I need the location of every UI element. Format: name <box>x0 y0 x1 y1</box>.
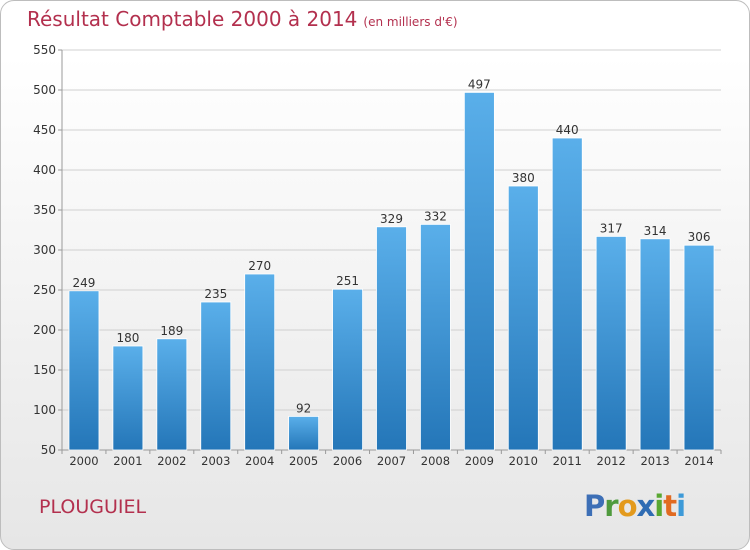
data-label-2010: 380 <box>512 171 535 185</box>
y-tick-label: 200 <box>33 323 56 337</box>
data-label-2006: 251 <box>336 274 359 288</box>
x-tick-label: 2009 <box>465 454 494 468</box>
y-tick-label: 50 <box>41 443 56 457</box>
data-label-2004: 270 <box>248 259 271 273</box>
x-tick-label: 2006 <box>333 454 362 468</box>
bar-2014 <box>683 244 715 451</box>
y-tick-label: 100 <box>33 403 56 417</box>
bar-2009 <box>463 92 495 451</box>
bar-2000 <box>68 290 100 451</box>
x-tick-label: 2004 <box>245 454 274 468</box>
x-tick-label: 2014 <box>684 454 713 468</box>
y-tick-label: 150 <box>33 363 56 377</box>
y-tick-label: 400 <box>33 163 56 177</box>
bar-2012 <box>595 235 627 451</box>
y-tick-label: 350 <box>33 203 56 217</box>
logo-letter: o <box>617 489 638 523</box>
logo-letter: r <box>604 489 618 523</box>
x-tick-label: 2007 <box>377 454 406 468</box>
data-label-2009: 497 <box>468 77 491 91</box>
y-tick-labels: 50 100 150 200 250 300 350 400 450 500 550 <box>33 43 56 457</box>
data-label-2002: 189 <box>160 324 183 338</box>
chart-title-text: Résultat Comptable 2000 à 2014 <box>27 7 358 31</box>
x-tick-label: 2001 <box>113 454 142 468</box>
y-tick-label: 500 <box>33 83 56 97</box>
data-label-2000: 249 <box>73 276 96 290</box>
data-label-2012: 317 <box>600 221 623 235</box>
x-tick-label: 2000 <box>69 454 98 468</box>
x-tick-labels: 2000 2001 2002 2003 2004 2005 2006 2007 2008 2009… <box>61 450 722 468</box>
data-label-2014: 306 <box>688 230 711 244</box>
bar-2001 <box>112 345 144 451</box>
chart-title: Résultat Comptable 2000 à 2014 (en millie… <box>27 7 458 31</box>
x-tick-label: 2002 <box>157 454 186 468</box>
x-tick-label: 2012 <box>597 454 626 468</box>
data-label-2001: 180 <box>116 331 139 345</box>
y-tick-label: 450 <box>33 123 56 137</box>
logo-letter: x <box>636 489 656 523</box>
logo-letter: i <box>654 489 664 523</box>
y-tick-label: 300 <box>33 243 56 257</box>
logo-letter: P <box>584 489 605 523</box>
data-labels: 249 180 189 235 270 92 251 329 332 497 380 440 317 31… <box>73 77 711 415</box>
bar-2013 <box>639 238 671 451</box>
x-tick-label: 2011 <box>553 454 582 468</box>
town-name: PLOUGUIEL <box>39 496 147 518</box>
bar-2002 <box>156 338 188 451</box>
bar-2003 <box>200 301 232 451</box>
x-tick-label: 2010 <box>509 454 538 468</box>
bar-2007 <box>376 226 407 451</box>
data-label-2011: 440 <box>556 123 579 137</box>
bar-2006 <box>332 288 363 451</box>
y-tick-label: 550 <box>33 43 56 57</box>
proxiti-logo: Proxiti <box>584 489 686 523</box>
logo-letter: i <box>676 489 686 523</box>
bar-2004 <box>244 273 276 451</box>
logo-letter: t <box>663 489 677 523</box>
bar-2005 <box>288 415 320 451</box>
x-tick-label: 2013 <box>640 454 669 468</box>
data-label-2003: 235 <box>204 287 227 301</box>
y-tick-label: 250 <box>33 283 56 297</box>
data-label-2013: 314 <box>644 224 667 238</box>
bar-2010 <box>507 185 539 451</box>
bar-2011 <box>551 137 583 451</box>
data-label-2005: 92 <box>296 401 311 415</box>
data-label-2007: 329 <box>380 212 403 226</box>
bar-2008 <box>420 223 451 451</box>
chart-subtitle: (en milliers d'€) <box>363 15 458 29</box>
x-tick-label: 2003 <box>201 454 230 468</box>
x-tick-label: 2005 <box>289 454 318 468</box>
bars <box>68 92 715 451</box>
x-tick-label: 2008 <box>421 454 450 468</box>
data-label-2008: 332 <box>424 209 447 223</box>
